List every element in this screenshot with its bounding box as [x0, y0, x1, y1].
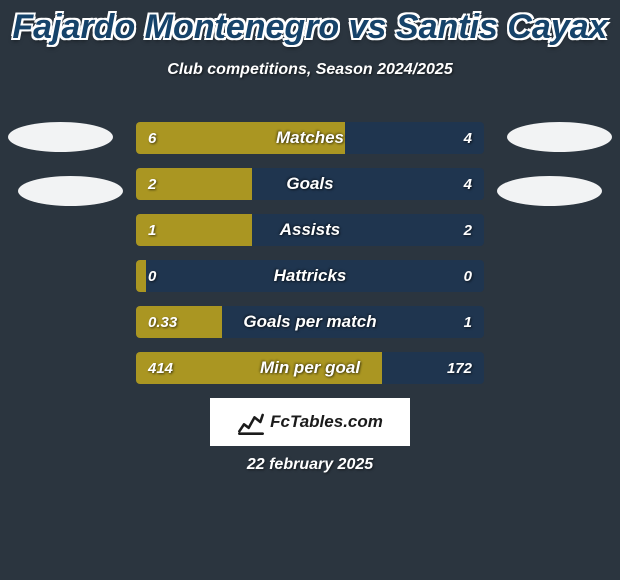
bar-right — [146, 260, 484, 292]
avatar-right-1 — [507, 122, 612, 152]
comparison-infographic: Fajardo Montenegro vs Santis Cayax Club … — [0, 0, 620, 580]
stat-row: Hattricks00 — [136, 260, 484, 292]
bar-right — [222, 306, 484, 338]
stat-row: Goals per match0.331 — [136, 306, 484, 338]
bar-left — [136, 122, 345, 154]
avatar-left-2 — [18, 176, 123, 206]
bar-right — [252, 214, 484, 246]
stat-value-right: 2 — [464, 214, 472, 246]
source-logo: FcTables.com — [210, 398, 410, 446]
logo-text: FcTables.com — [270, 412, 383, 432]
stat-value-left: 2 — [148, 168, 156, 200]
stat-row: Goals24 — [136, 168, 484, 200]
stat-value-left: 1 — [148, 214, 156, 246]
stat-row: Matches64 — [136, 122, 484, 154]
chart-icon — [237, 408, 265, 436]
footer-date: 22 february 2025 — [0, 456, 620, 474]
bar-left — [136, 260, 146, 292]
stat-value-right: 1 — [464, 306, 472, 338]
comparison-bars: Matches64Goals24Assists12Hattricks00Goal… — [136, 122, 484, 398]
stat-value-right: 4 — [464, 168, 472, 200]
stat-row: Assists12 — [136, 214, 484, 246]
stat-value-right: 0 — [464, 260, 472, 292]
subtitle: Club competitions, Season 2024/2025 — [0, 61, 620, 79]
page-title: Fajardo Montenegro vs Santis Cayax — [0, 0, 620, 47]
stat-value-left: 6 — [148, 122, 156, 154]
stat-value-right: 4 — [464, 122, 472, 154]
bar-right — [252, 168, 484, 200]
stat-value-left: 0.33 — [148, 306, 177, 338]
avatar-left-1 — [8, 122, 113, 152]
stat-value-right: 172 — [447, 352, 472, 384]
stat-row: Min per goal414172 — [136, 352, 484, 384]
stat-value-left: 414 — [148, 352, 173, 384]
avatar-right-2 — [497, 176, 602, 206]
stat-value-left: 0 — [148, 260, 156, 292]
